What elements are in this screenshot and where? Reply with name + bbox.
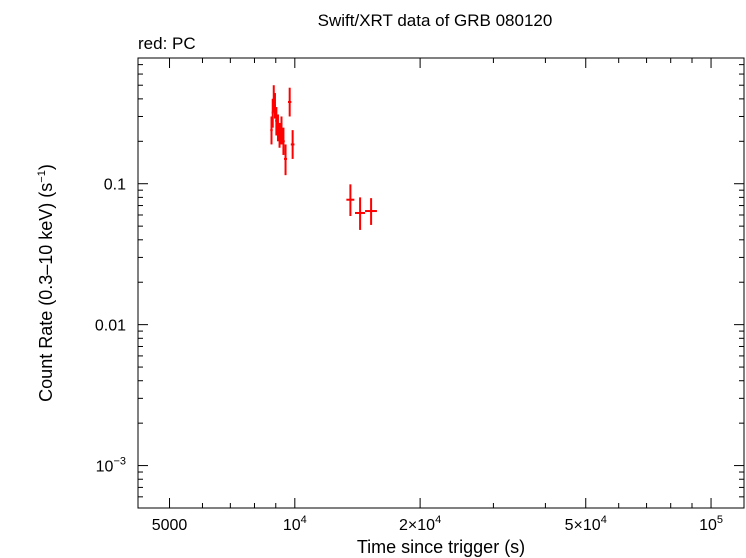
y-axis-label-main: Count Rate (0.3–10 keV) (s — [36, 183, 56, 402]
axis-ticks — [138, 58, 744, 509]
y-axis-label: Count Rate (0.3–10 keV) (s−1) — [36, 164, 56, 402]
y-tick-labels: 0.1 0.01 10−3 — [95, 177, 126, 476]
x-axis-label: Time since trigger (s) — [357, 537, 525, 557]
data-point — [284, 144, 288, 176]
y-tick-label: 0.1 — [104, 177, 126, 194]
chart-title: Swift/XRT data of GRB 080120 — [318, 11, 553, 30]
data-point — [282, 127, 285, 155]
x-tick-label: 5000 — [152, 517, 188, 534]
x-tick-label: 2×104 — [399, 514, 441, 534]
data-point — [290, 130, 295, 159]
y-tick-label: 0.01 — [95, 318, 126, 335]
data-point — [280, 116, 283, 145]
data-point — [365, 198, 377, 225]
data-points — [270, 85, 377, 230]
x-tick-label: 5×104 — [565, 514, 607, 534]
data-point — [273, 93, 276, 119]
y-axis-label-exponent: −1 — [36, 170, 48, 183]
data-point — [287, 87, 292, 117]
plot-frame — [137, 57, 745, 509]
chart-subtitle: red: PC — [138, 34, 196, 53]
x-tick-label: 104 — [283, 514, 307, 534]
data-point — [278, 122, 281, 148]
y-axis-label-end: ) — [36, 164, 56, 170]
x-tick-labels: 5000 104 2×104 5×104 105 — [152, 514, 723, 534]
data-point — [346, 184, 355, 217]
data-point — [270, 116, 273, 145]
data-point — [354, 197, 366, 230]
x-tick-label: 105 — [699, 514, 723, 534]
y-tick-label: 10−3 — [96, 456, 126, 476]
